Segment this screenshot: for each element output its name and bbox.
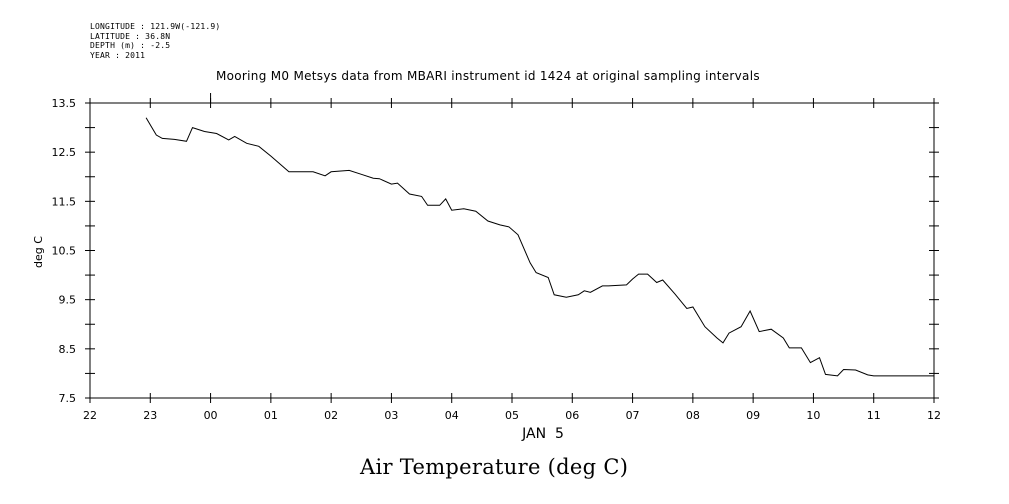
x-tick-label: 23	[143, 409, 157, 422]
y-tick-label: 12.5	[52, 146, 77, 159]
x-tick-label: 01	[264, 409, 278, 422]
year-label: YEAR : 2011	[90, 50, 146, 60]
y-axis-label: deg C	[32, 236, 45, 268]
longitude-label: LONGITUDE : 121.9W(-121.9)	[90, 22, 221, 31]
x-tick-label: 12	[927, 409, 941, 422]
x-tick-label: 11	[867, 409, 881, 422]
metadata-block: LONGITUDE : 121.9W(-121.9) LATITUDE : 36…	[90, 22, 220, 60]
y-tick-label: 11.5	[52, 195, 77, 208]
y-tick-label: 9.5	[59, 294, 77, 307]
air-temperature-line	[145, 117, 934, 377]
y-tick-label: 8.5	[59, 343, 77, 356]
x-tick-label: 02	[324, 409, 338, 422]
x-tick-label: 06	[565, 409, 579, 422]
depth-label: DEPTH (m) : -2.5	[90, 41, 171, 50]
latitude-label: LATITUDE : 36.8N	[90, 31, 171, 41]
x-tick-label: 05	[505, 409, 519, 422]
x-axis-label: JAN 5	[521, 426, 564, 442]
chart-title: Mooring M0 Metsys data from MBARI instru…	[216, 69, 760, 83]
x-tick-label: 10	[806, 409, 820, 422]
x-tick-label: 22	[83, 409, 97, 422]
x-tick-label: 07	[626, 409, 640, 422]
x-tick-label: 09	[746, 409, 760, 422]
y-tick-label: 7.5	[59, 392, 77, 405]
x-tick-label: 08	[686, 409, 700, 422]
chart-caption: Air Temperature (deg C)	[360, 455, 629, 479]
y-tick-label: 13.5	[52, 97, 77, 110]
x-tick-label: 00	[204, 409, 218, 422]
x-tick-label: 04	[445, 409, 459, 422]
plot-frame	[89, 102, 935, 399]
y-tick-label: 10.5	[52, 245, 77, 258]
x-tick-label: 03	[384, 409, 398, 422]
